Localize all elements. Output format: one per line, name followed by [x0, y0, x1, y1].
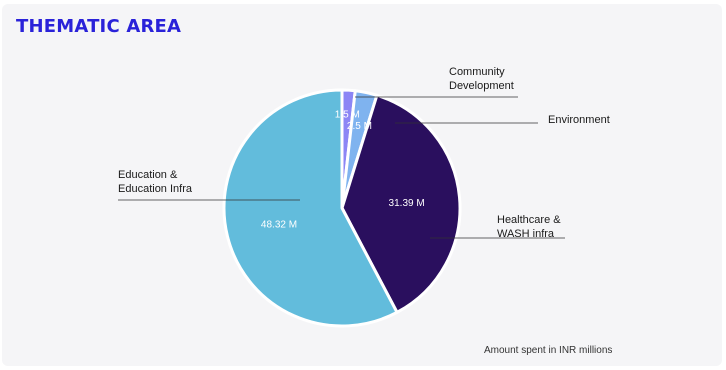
- slice-category-label-line: WASH infra: [497, 228, 555, 240]
- slice-category-label-line: Development: [449, 80, 514, 92]
- pie-slice: [222, 88, 399, 328]
- slice-category-label: Environment: [548, 113, 610, 127]
- slice-category-label-line: Education Infra: [118, 183, 192, 195]
- slice-category-label: Healthcare & WASH infra: [497, 213, 561, 241]
- slice-value-label: 1.5 M: [335, 110, 360, 121]
- slice-value-label: 31.39 M: [389, 198, 425, 209]
- slice-category-label-line: Community: [449, 66, 505, 78]
- chart-title: THEMATIC AREA: [16, 16, 182, 37]
- slice-category-label: Community Development: [449, 65, 514, 93]
- slice-category-label-line: Healthcare &: [497, 214, 561, 226]
- slice-value-label: 2.5 M: [347, 121, 372, 132]
- slice-category-label: Education & Education Infra: [118, 168, 192, 196]
- slice-value-label: 48.32 M: [261, 220, 297, 231]
- slice-category-label-line: Environment: [548, 114, 610, 126]
- slice-category-label-line: Education &: [118, 169, 178, 181]
- pie-slice: [340, 93, 462, 314]
- footnote: Amount spent in INR millions: [484, 345, 613, 356]
